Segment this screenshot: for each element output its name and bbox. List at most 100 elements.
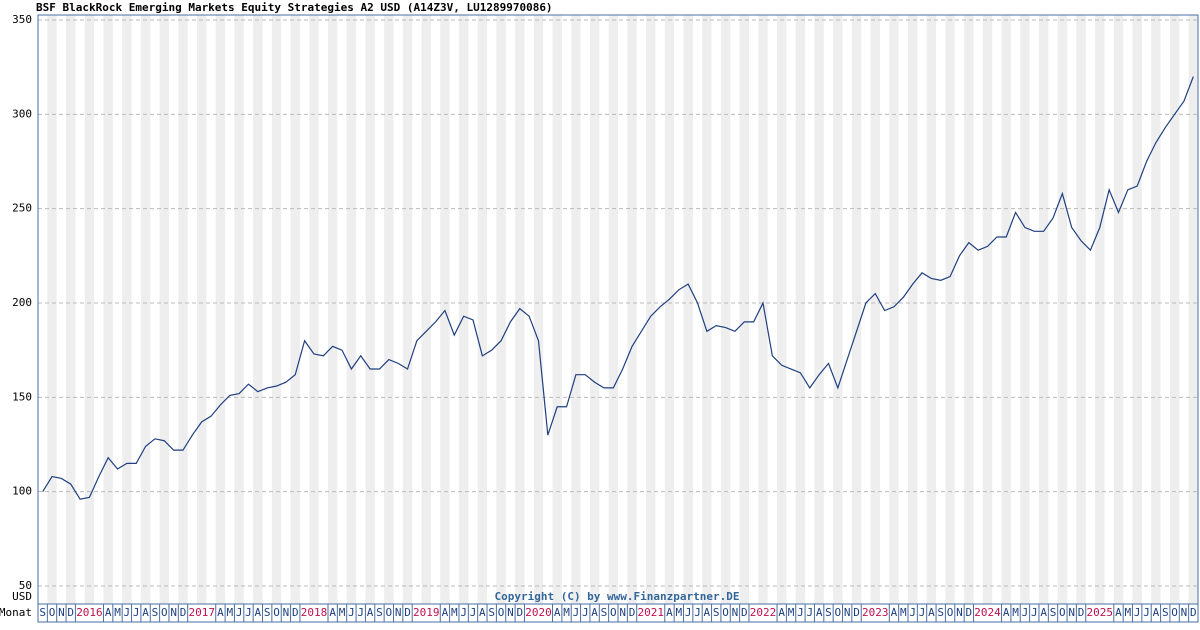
x-year-label: 2022 xyxy=(750,606,777,619)
x-month-label: J xyxy=(245,606,252,619)
x-month-label: J xyxy=(133,606,140,619)
month-stripe xyxy=(421,15,431,604)
x-month-label: N xyxy=(844,606,851,619)
month-stripe xyxy=(234,15,244,604)
x-month-label: N xyxy=(58,606,65,619)
x-year-label: 2024 xyxy=(974,606,1001,619)
x-month-label: M xyxy=(563,606,570,619)
x-month-label: M xyxy=(1125,606,1132,619)
x-month-label: A xyxy=(1153,606,1160,619)
month-stripe xyxy=(702,15,712,604)
month-stripe xyxy=(964,15,974,604)
month-stripe xyxy=(664,15,675,604)
x-year-label: 2018 xyxy=(301,606,328,619)
x-month-label: N xyxy=(956,606,963,619)
month-stripe xyxy=(1001,15,1011,604)
chart-title: BSF BlackRock Emerging Markets Equity St… xyxy=(36,1,553,14)
x-month-label: A xyxy=(704,606,711,619)
x-month-label: J xyxy=(124,606,131,619)
x-year-label: 2020 xyxy=(525,606,552,619)
month-stripe xyxy=(1057,15,1068,604)
x-month-label: J xyxy=(806,606,813,619)
x-axis-label: Monat xyxy=(0,606,32,619)
month-stripe xyxy=(851,15,862,604)
x-month-label: M xyxy=(339,606,346,619)
x-month-label: A xyxy=(105,606,112,619)
x-month-label: J xyxy=(236,606,243,619)
x-month-label: J xyxy=(460,606,467,619)
x-month-label: M xyxy=(1012,606,1019,619)
month-stripe xyxy=(589,15,600,604)
x-month-label: D xyxy=(404,606,411,619)
x-month-label: S xyxy=(825,606,832,619)
month-stripe xyxy=(833,15,843,604)
x-month-label: D xyxy=(629,606,636,619)
x-month-label: O xyxy=(1059,606,1066,619)
x-month-label: N xyxy=(1068,606,1075,619)
x-month-label: A xyxy=(816,606,823,619)
x-month-label: J xyxy=(1031,606,1038,619)
month-stripe xyxy=(870,15,880,604)
x-month-label: D xyxy=(965,606,972,619)
x-month-label: M xyxy=(900,606,907,619)
month-stripe xyxy=(122,15,132,604)
month-stripe xyxy=(159,15,169,604)
x-month-label: J xyxy=(1022,606,1029,619)
x-month-label: O xyxy=(385,606,392,619)
x-month-label: D xyxy=(853,606,860,619)
x-month-label: J xyxy=(582,606,589,619)
month-stripe xyxy=(1188,15,1198,604)
month-stripe xyxy=(140,15,151,604)
copyright: Copyright (C) by www.Finanzpartner.DE xyxy=(494,590,739,603)
x-month-label: O xyxy=(722,606,729,619)
x-month-label: S xyxy=(264,606,271,619)
y-tick-label: 50 xyxy=(19,579,32,592)
x-month-label: J xyxy=(909,606,916,619)
month-stripe xyxy=(253,15,263,604)
x-month-label: S xyxy=(39,606,46,619)
x-month-label: J xyxy=(685,606,692,619)
x-year-label: 2019 xyxy=(413,606,440,619)
month-stripe xyxy=(608,15,618,604)
y-tick-label: 100 xyxy=(12,485,32,498)
month-stripe xyxy=(365,15,375,604)
x-month-label: O xyxy=(273,606,280,619)
month-stripe xyxy=(627,15,637,604)
x-month-label: J xyxy=(797,606,804,619)
month-stripe xyxy=(103,15,113,604)
x-month-label: M xyxy=(675,606,682,619)
x-month-label: S xyxy=(713,606,720,619)
month-stripe xyxy=(197,15,207,604)
x-month-label: O xyxy=(1171,606,1178,619)
month-stripe xyxy=(945,15,955,604)
x-month-label: A xyxy=(1040,606,1047,619)
month-stripe xyxy=(908,15,918,604)
x-month-label: M xyxy=(451,606,458,619)
x-month-label: A xyxy=(778,606,785,619)
x-month-label: D xyxy=(292,606,299,619)
x-month-label: A xyxy=(367,606,374,619)
x-month-label: J xyxy=(573,606,580,619)
x-month-label: J xyxy=(348,606,355,619)
x-year-label: 2016 xyxy=(76,606,103,619)
month-stripe xyxy=(84,15,95,604)
month-stripe xyxy=(739,15,749,604)
x-year-label: 2025 xyxy=(1087,606,1114,619)
month-stripe xyxy=(271,15,282,604)
month-stripe xyxy=(1020,15,1030,604)
x-month-label: D xyxy=(516,606,523,619)
x-month-label: A xyxy=(1115,606,1122,619)
month-stripe xyxy=(571,15,581,604)
x-month-label: O xyxy=(498,606,505,619)
month-stripe xyxy=(758,15,768,604)
month-stripe xyxy=(1076,15,1086,604)
x-month-label: J xyxy=(357,606,364,619)
x-month-label: J xyxy=(1143,606,1150,619)
x-month-label: D xyxy=(180,606,187,619)
y-tick-label: 200 xyxy=(12,296,32,309)
x-month-label: A xyxy=(554,606,561,619)
x-month-label: A xyxy=(442,606,449,619)
month-stripe xyxy=(1151,15,1161,604)
month-stripe xyxy=(552,15,562,604)
x-month-label: M xyxy=(788,606,795,619)
